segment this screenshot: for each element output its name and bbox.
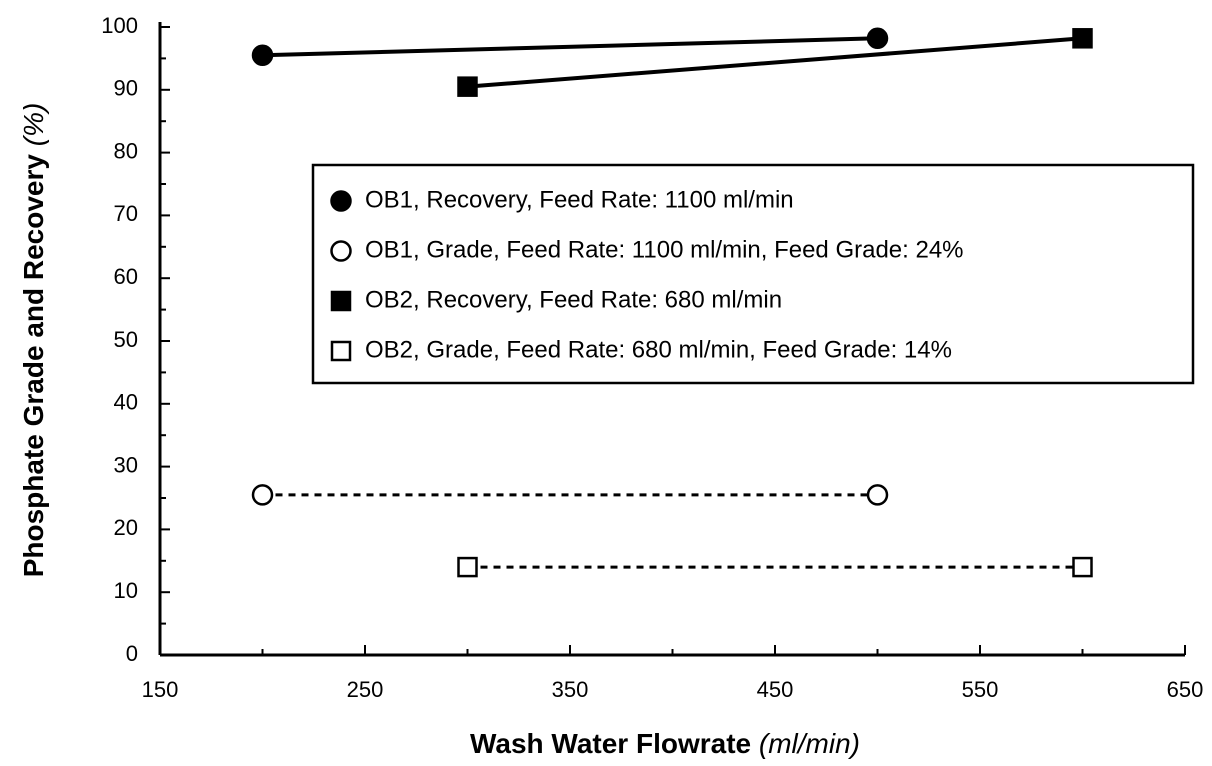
y-tick-label: 100 bbox=[101, 13, 138, 38]
legend-marker bbox=[330, 340, 352, 362]
marker bbox=[251, 44, 274, 67]
legend-marker bbox=[330, 290, 352, 312]
y-axis-unit: (%) bbox=[18, 103, 49, 147]
x-axis-label: Wash Water Flowrate bbox=[470, 728, 751, 759]
x-tick-label: 150 bbox=[142, 677, 179, 702]
series-line bbox=[467, 36, 1083, 89]
legend-box bbox=[311, 163, 1195, 385]
marker bbox=[1072, 556, 1093, 578]
legend-label: OB2, Grade, Feed Rate: 680 ml/min, Feed … bbox=[365, 336, 952, 363]
x-axis-title: Wash Water Flowrate (ml/min) bbox=[470, 728, 860, 759]
series-line bbox=[262, 36, 878, 58]
x-tick-label: 350 bbox=[552, 677, 589, 702]
marker bbox=[251, 484, 274, 506]
y-tick-label: 70 bbox=[114, 201, 138, 226]
y-tick-label: 30 bbox=[114, 452, 138, 477]
y-tick-label: 90 bbox=[114, 76, 138, 101]
y-tick-label: 0 bbox=[126, 641, 138, 666]
y-axis-label: Phosphate Grade and Recovery bbox=[18, 154, 49, 578]
y-tick-label: 10 bbox=[114, 578, 138, 603]
x-tick-label: 250 bbox=[347, 677, 384, 702]
legend-label: OB1, Recovery, Feed Rate: 1100 ml/min bbox=[365, 186, 794, 213]
y-tick-label: 50 bbox=[114, 327, 138, 352]
legend-label: OB1, Grade, Feed Rate: 1100 ml/min, Feed… bbox=[365, 236, 964, 263]
x-tick-label: 550 bbox=[962, 677, 999, 702]
y-tick-label: 20 bbox=[114, 515, 138, 540]
marker bbox=[457, 556, 478, 578]
legend-marker bbox=[330, 240, 352, 262]
y-axis-title: Phosphate Grade and Recovery (%) bbox=[18, 103, 49, 578]
marker bbox=[866, 484, 889, 506]
marker bbox=[457, 76, 478, 97]
x-axis-unit: (ml/min) bbox=[759, 728, 860, 759]
y-tick-label: 80 bbox=[114, 138, 138, 163]
y-tick-label: 60 bbox=[114, 264, 138, 289]
x-tick-label: 650 bbox=[1167, 677, 1204, 702]
marker bbox=[866, 27, 889, 50]
marker bbox=[1072, 28, 1093, 49]
y-tick-label: 40 bbox=[114, 390, 138, 415]
x-tick-label: 450 bbox=[757, 677, 794, 702]
legend-marker bbox=[330, 190, 352, 212]
legend-label: OB2, Recovery, Feed Rate: 680 ml/min bbox=[365, 286, 782, 313]
